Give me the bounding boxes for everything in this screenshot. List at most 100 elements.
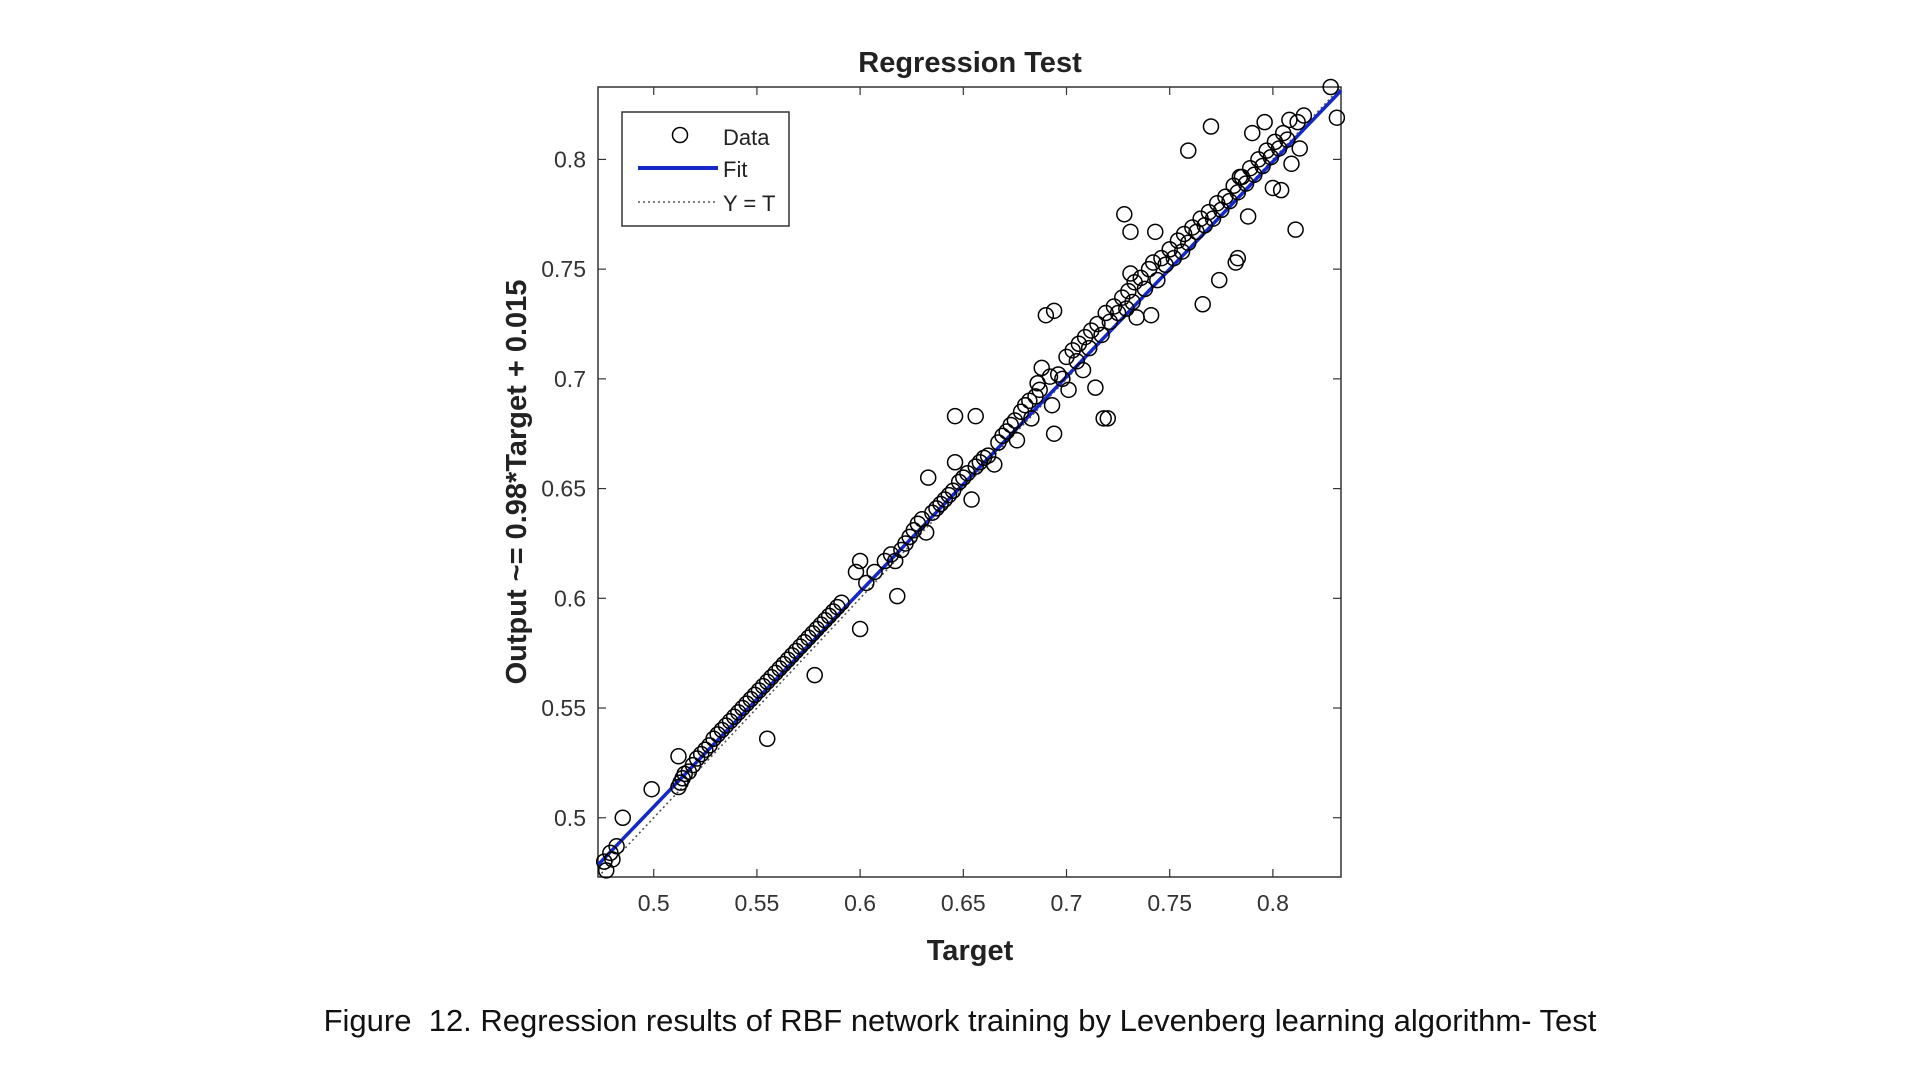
data-point <box>1328 109 1346 126</box>
data-point <box>858 574 875 592</box>
data-point <box>1099 410 1117 427</box>
x-axis-label: Target <box>927 935 1014 967</box>
data-point <box>1244 124 1261 142</box>
data-point <box>932 495 949 513</box>
data-point <box>1161 241 1178 258</box>
data-point <box>1080 339 1098 357</box>
data-point <box>924 504 941 521</box>
data-point <box>705 730 722 747</box>
data-point <box>1264 179 1282 197</box>
data-point <box>1109 304 1127 322</box>
data-point <box>1210 271 1228 289</box>
data-point <box>1058 348 1075 366</box>
data-point <box>986 456 1003 473</box>
data-point <box>670 748 687 765</box>
x-tick-label: 0.7 <box>1051 890 1083 916</box>
data-point <box>1202 118 1220 135</box>
data-point <box>1097 304 1114 322</box>
data-point <box>889 587 906 605</box>
y-tick-label: 0.75 <box>541 256 586 282</box>
x-tick-label: 0.5 <box>638 890 670 916</box>
data-point <box>1037 306 1055 324</box>
data-point <box>812 616 830 633</box>
data-point <box>1122 223 1139 241</box>
data-point <box>608 838 625 855</box>
data-point <box>804 625 821 642</box>
data-point <box>709 726 726 743</box>
data-point <box>833 594 850 611</box>
data-point <box>1087 379 1104 396</box>
data-point <box>1283 155 1300 173</box>
data-point <box>713 721 731 739</box>
data-point <box>1270 140 1288 157</box>
data-point <box>783 647 801 664</box>
data-points <box>595 78 1346 879</box>
y-tick-label: 0.7 <box>554 366 586 392</box>
data-point <box>820 607 838 625</box>
regression-lines <box>596 86 1343 878</box>
data-point <box>919 469 937 486</box>
data-point <box>816 612 834 629</box>
data-point <box>1279 131 1296 148</box>
data-point <box>1132 269 1150 287</box>
data-point <box>1229 249 1247 267</box>
data-point <box>758 730 776 747</box>
data-point <box>1221 192 1238 210</box>
data-point <box>851 552 869 570</box>
data-point <box>1157 256 1174 273</box>
data-point <box>808 620 826 638</box>
data-point <box>1287 221 1304 238</box>
data-point <box>1147 223 1164 241</box>
data-point <box>758 673 776 690</box>
data-point <box>1002 416 1020 434</box>
data-point <box>697 741 714 758</box>
x-tick-label: 0.8 <box>1257 890 1289 916</box>
data-point <box>779 651 797 668</box>
data-point <box>847 563 865 581</box>
data-point <box>1043 396 1061 414</box>
data-point <box>738 695 755 712</box>
data-point <box>806 666 823 684</box>
y-tick-label: 0.6 <box>554 585 586 611</box>
data-point <box>1136 280 1154 298</box>
data-point <box>1322 78 1339 96</box>
data-point <box>796 633 813 651</box>
data-point <box>1124 293 1141 311</box>
data-point <box>692 745 710 763</box>
legend: Data Fit Y = T <box>621 111 790 227</box>
data-point <box>1064 342 1081 359</box>
data-point <box>1295 107 1313 124</box>
data-point <box>1142 306 1160 324</box>
data-point <box>1006 412 1024 429</box>
data-point <box>866 563 883 581</box>
data-point <box>950 473 968 491</box>
data-point <box>730 704 747 721</box>
data-point <box>1231 168 1249 186</box>
y-tick-label: 0.8 <box>554 146 586 172</box>
x-axis: 0.5 0.55 0.6 0.65 0.7 0.75 0.8 <box>638 87 1289 916</box>
data-point <box>1049 366 1067 383</box>
data-point <box>614 809 632 826</box>
data-point <box>1194 296 1211 313</box>
chart-title: Regression Test <box>858 47 1082 79</box>
data-point <box>1180 234 1197 252</box>
data-point <box>825 603 842 620</box>
data-point <box>1272 181 1290 199</box>
data-point <box>946 454 964 471</box>
data-point <box>1217 188 1234 205</box>
data-point <box>742 691 759 708</box>
data-point <box>746 686 764 704</box>
data-point <box>979 447 997 464</box>
data-point <box>1023 410 1040 427</box>
data-point <box>829 598 846 616</box>
data-point <box>787 642 805 660</box>
data-point <box>940 486 958 504</box>
data-point <box>1256 113 1273 131</box>
data-point <box>967 407 984 425</box>
data-point <box>1041 368 1059 385</box>
data-point <box>602 844 619 862</box>
figure-caption: Figure 12. Regression results of RBF net… <box>323 1003 1597 1038</box>
data-point <box>955 469 972 486</box>
data-point <box>1165 249 1183 267</box>
